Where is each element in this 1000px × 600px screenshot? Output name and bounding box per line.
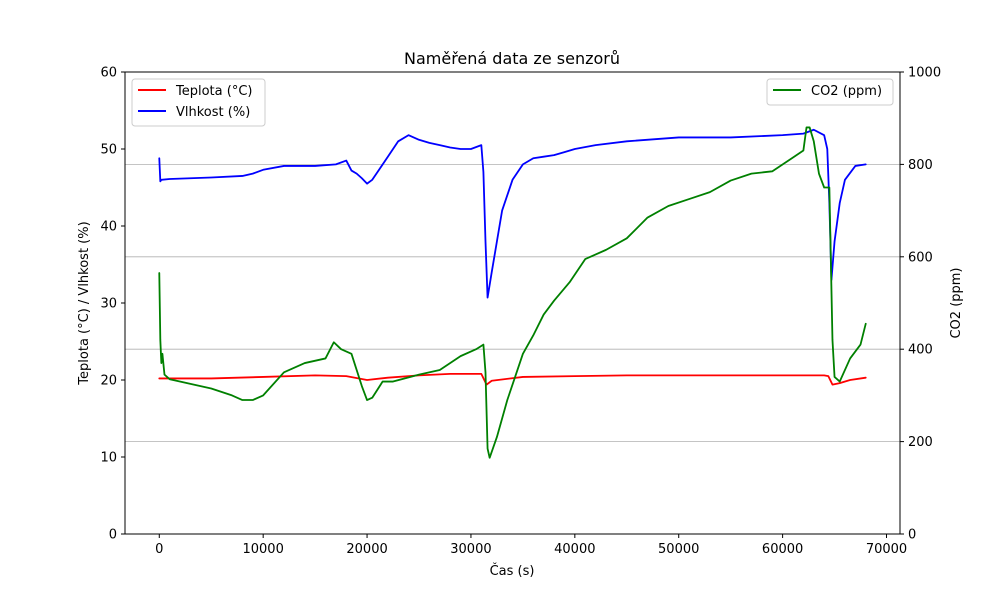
y-axis-right-ticks: 0 200 400 600 800 1000	[900, 66, 941, 543]
y-left-tick-label-2: 20	[100, 374, 117, 389]
y-left-tick-label-6: 60	[100, 66, 117, 81]
y-left-tick-label-0: 0	[109, 528, 117, 543]
y-right-tick-label-2: 400	[908, 343, 933, 358]
y-right-tick-label-1: 200	[908, 435, 933, 450]
y-axis-right-label: CO2 (ppm)	[949, 267, 964, 338]
x-tick-label-1: 10000	[242, 542, 283, 557]
series-line-co2	[158, 126, 867, 459]
y-right-tick-label-5: 1000	[908, 66, 941, 81]
y-left-tick-label-3: 30	[100, 297, 117, 312]
chart-title: Naměřená data ze senzorů	[404, 49, 620, 68]
grid-lines	[125, 163, 900, 443]
x-tick-label-3: 30000	[450, 542, 491, 557]
series-line-teplota	[158, 372, 867, 386]
x-tick-label-7: 70000	[866, 542, 907, 557]
x-axis-ticks: 0 10000 20000 30000 40000 50000 60000 70000	[155, 534, 907, 557]
legend-right-box	[766, 78, 894, 106]
y-right-tick-label-3: 600	[908, 250, 933, 265]
x-axis-label: Čas (s)	[490, 563, 535, 579]
y-left-tick-label-4: 40	[100, 220, 117, 235]
x-tick-label-2: 20000	[346, 542, 387, 557]
y-right-tick-label-4: 800	[908, 158, 933, 173]
legend-left: Teplota (°C) Vlhkost (%)	[131, 78, 266, 127]
legend-label-vlhkost: Vlhkost (%)	[176, 105, 250, 120]
legend-label-co2: CO2 (ppm)	[811, 84, 882, 99]
series-layer	[158, 126, 867, 459]
y-left-tick-label-5: 50	[100, 143, 117, 158]
y-left-tick-label-1: 10	[100, 451, 117, 466]
legend-label-teplota: Teplota (°C)	[175, 84, 252, 99]
y-right-tick-label-0: 0	[908, 528, 916, 543]
x-tick-label-0: 0	[155, 542, 163, 557]
x-tick-label-6: 60000	[762, 542, 803, 557]
y-axis-left-ticks: 0 10 20 30 40 50 60	[100, 66, 125, 543]
y-axis-left-label: Teplota (°C) / Vlhkost (%)	[77, 221, 92, 385]
series-line-vlhkost	[158, 128, 867, 299]
legend-right: CO2 (ppm)	[766, 78, 894, 106]
x-tick-label-4: 40000	[554, 542, 595, 557]
x-tick-label-5: 50000	[658, 542, 699, 557]
